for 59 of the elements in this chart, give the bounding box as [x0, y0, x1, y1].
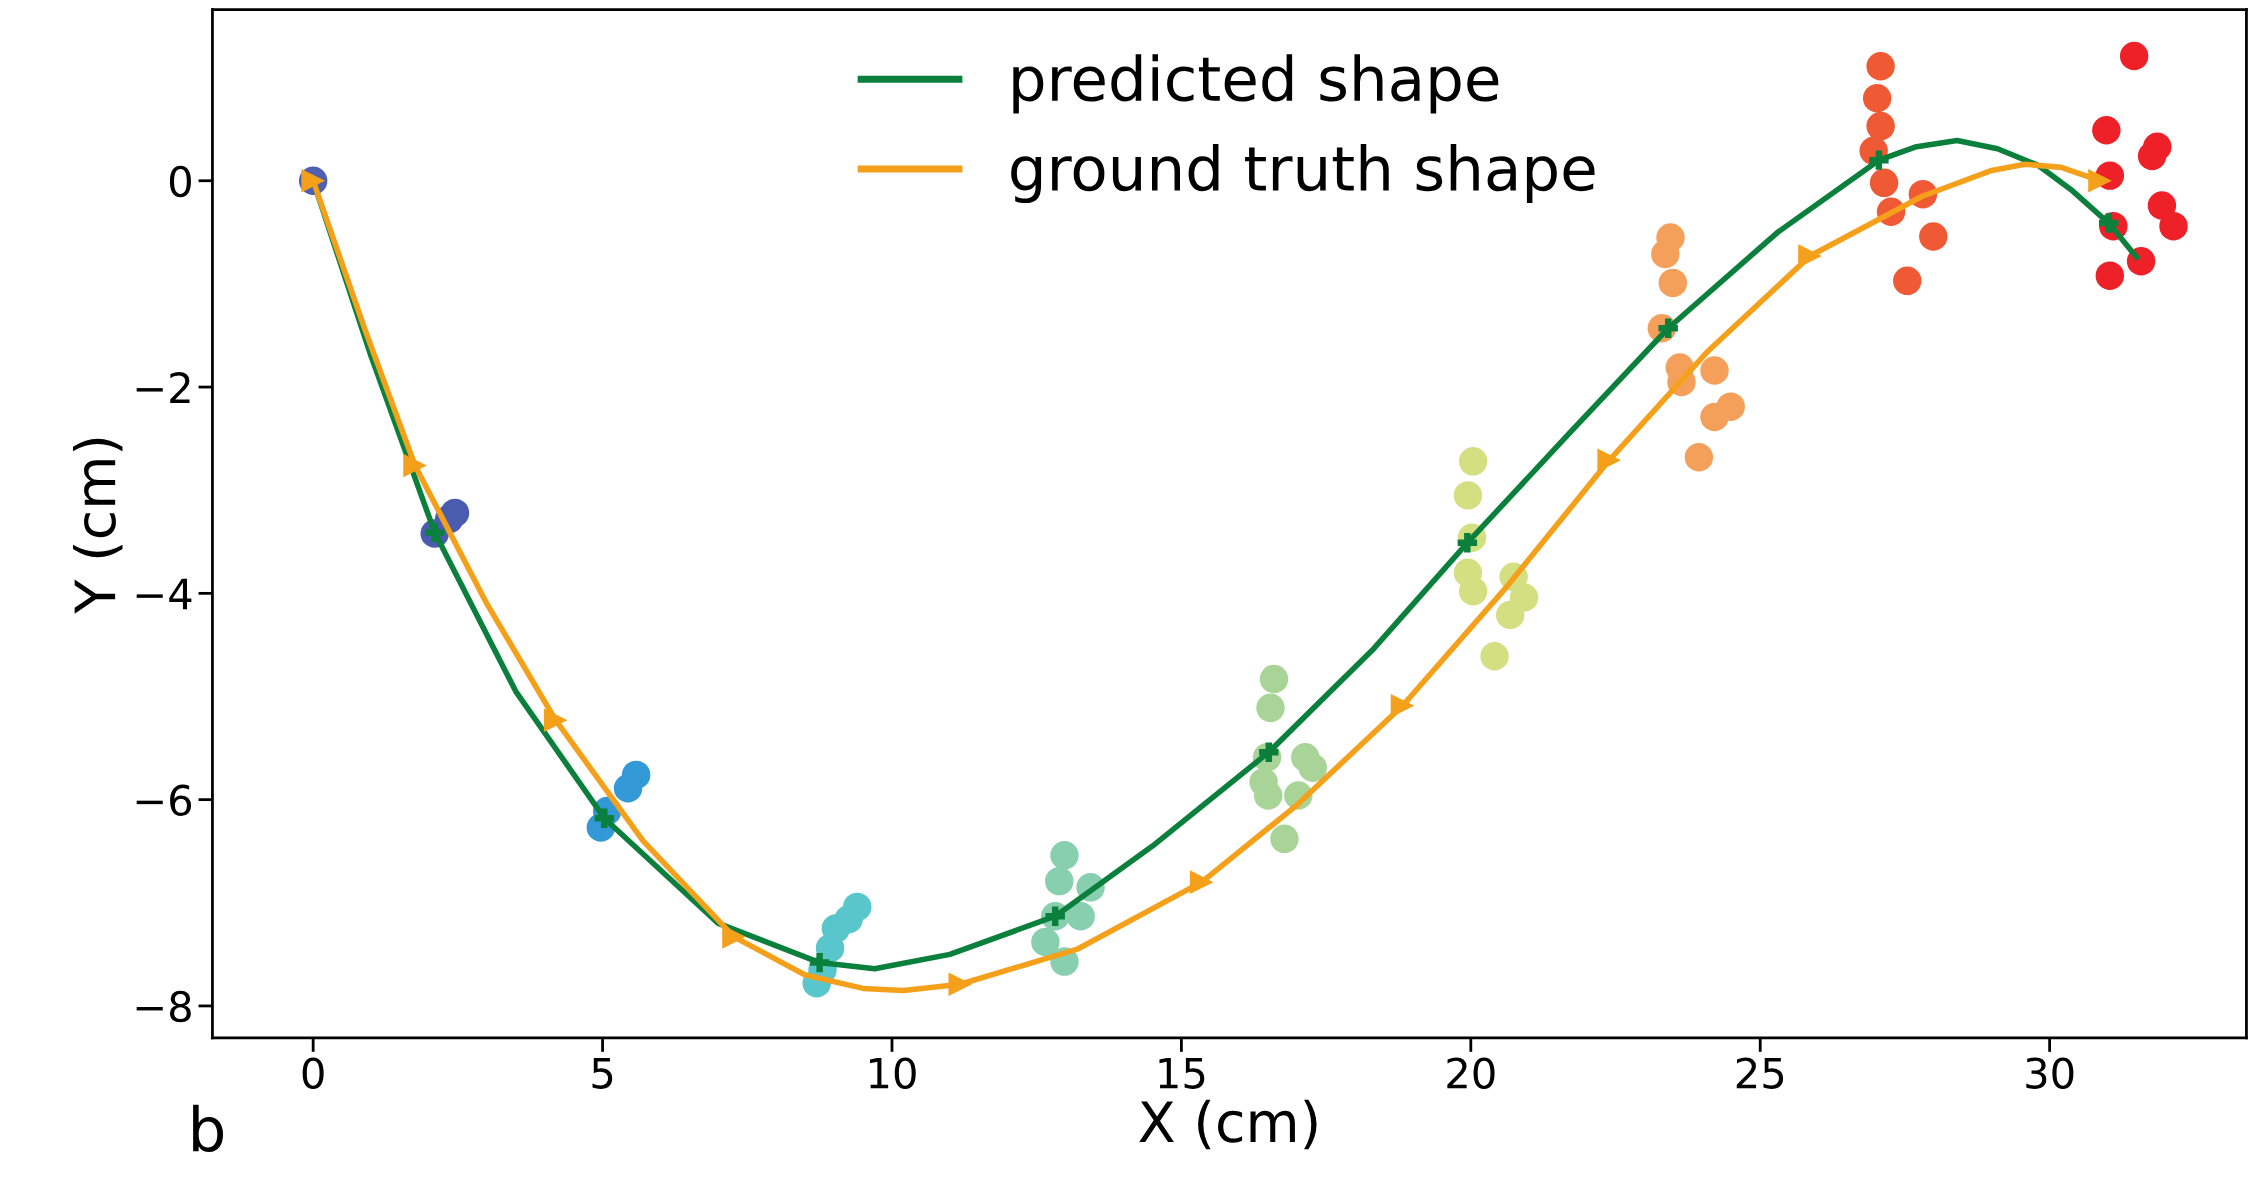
point	[1458, 577, 1488, 606]
point	[1270, 824, 1299, 854]
y-axis-title: Y (cm)	[73, 438, 123, 614]
point	[1597, 448, 1621, 473]
point	[1919, 222, 1948, 251]
x-tick-label: 30	[2026, 1057, 2074, 1089]
point	[2092, 115, 2121, 145]
point	[843, 892, 872, 922]
point	[2119, 41, 2149, 71]
point	[1716, 392, 1745, 421]
legend-label: ground truth shape	[1011, 143, 1595, 204]
point	[1862, 84, 1892, 113]
text: b	[193, 1104, 224, 1153]
point	[1866, 111, 1895, 141]
point	[1458, 447, 1488, 476]
point	[2095, 261, 2125, 290]
point	[2137, 141, 2167, 171]
point	[1700, 356, 1729, 385]
y-tick-label: −2	[136, 371, 190, 403]
point	[1189, 870, 1214, 894]
point	[1866, 52, 1895, 81]
point	[1684, 442, 1714, 472]
point	[1480, 642, 1509, 671]
point	[1256, 693, 1285, 723]
point	[1651, 239, 1680, 269]
x-tick-label: 0	[302, 1057, 324, 1089]
y-tick-label: −4	[136, 578, 192, 610]
point	[1658, 268, 1688, 298]
x-tick-label: 25	[1736, 1057, 1784, 1089]
y-tick-label: 0	[169, 165, 191, 198]
point	[2147, 191, 2177, 220]
y-tick-label: −8	[136, 990, 191, 1023]
point	[403, 453, 427, 478]
point	[1298, 753, 1328, 782]
x-tick-label: 10	[870, 1057, 916, 1089]
point	[1869, 168, 1899, 198]
point	[1253, 781, 1283, 810]
x-axis-title: X (cm)	[1139, 1099, 1317, 1150]
point	[1495, 600, 1525, 630]
point	[1050, 841, 1079, 870]
legend-label: predicted shape	[1013, 54, 1499, 114]
x-tick-label: 15	[1159, 1057, 1205, 1089]
point	[1031, 927, 1060, 957]
x-tick-label: 20	[1447, 1057, 1495, 1089]
point	[1066, 901, 1095, 931]
point	[440, 498, 470, 528]
point	[1453, 481, 1483, 510]
point	[948, 972, 973, 997]
point	[722, 925, 746, 949]
point	[1259, 664, 1289, 694]
point	[1045, 866, 1074, 896]
y-tick-label: −6	[136, 784, 192, 817]
point	[543, 708, 568, 733]
point	[621, 760, 651, 790]
x-tick-label: 5	[592, 1057, 613, 1089]
point	[1390, 693, 1415, 718]
point	[1798, 244, 1822, 268]
point	[1893, 266, 1922, 296]
point	[2159, 211, 2188, 241]
